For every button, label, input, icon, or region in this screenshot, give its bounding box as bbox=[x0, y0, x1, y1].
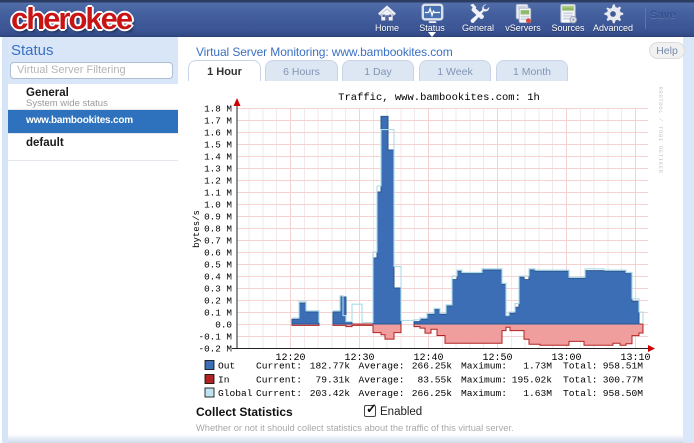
svg-text:0.2 M: 0.2 M bbox=[204, 296, 232, 307]
svg-text:79.31k: 79.31k bbox=[315, 375, 350, 386]
svg-text:1.2 M: 1.2 M bbox=[204, 176, 232, 187]
svg-text:958.50M: 958.50M bbox=[603, 388, 644, 399]
svg-text:Current:: Current: bbox=[256, 375, 302, 386]
svg-text:1.5 M: 1.5 M bbox=[204, 140, 232, 151]
svg-text:12:50: 12:50 bbox=[482, 353, 512, 364]
svg-text:Average:: Average: bbox=[359, 375, 405, 386]
svg-text:203.42k: 203.42k bbox=[310, 388, 351, 399]
svg-text:0.1 M: 0.1 M bbox=[204, 308, 232, 319]
svg-text:1.1 M: 1.1 M bbox=[204, 188, 232, 199]
svg-text:Current:: Current: bbox=[256, 361, 302, 372]
svg-text:13:10: 13:10 bbox=[620, 353, 650, 364]
svg-text:13:00: 13:00 bbox=[551, 353, 581, 364]
svg-text:Out: Out bbox=[218, 361, 235, 372]
svg-text:0.0: 0.0 bbox=[215, 320, 232, 331]
svg-text:Global: Global bbox=[218, 388, 253, 399]
svg-text:Average:: Average: bbox=[359, 388, 405, 399]
svg-text:0.5 M: 0.5 M bbox=[204, 260, 232, 271]
svg-text:12:40: 12:40 bbox=[413, 353, 443, 364]
svg-text:83.55k: 83.55k bbox=[417, 375, 452, 386]
svg-text:266.25k: 266.25k bbox=[412, 388, 453, 399]
svg-text:0.7 M: 0.7 M bbox=[204, 236, 232, 247]
svg-text:-0.2 M: -0.2 M bbox=[199, 344, 232, 355]
svg-text:0.3 M: 0.3 M bbox=[204, 284, 232, 295]
svg-text:Total:: Total: bbox=[563, 361, 598, 372]
svg-text:12:20: 12:20 bbox=[275, 353, 305, 364]
svg-text:1.0 M: 1.0 M bbox=[204, 200, 232, 211]
svg-text:182.77k: 182.77k bbox=[310, 361, 351, 372]
svg-text:1.4 M: 1.4 M bbox=[204, 152, 232, 163]
svg-text:In: In bbox=[218, 375, 230, 386]
svg-text:1.63M: 1.63M bbox=[523, 388, 552, 399]
svg-text:1.7 M: 1.7 M bbox=[204, 116, 232, 127]
svg-text:300.77M: 300.77M bbox=[603, 375, 644, 386]
svg-text:bytes/s: bytes/s bbox=[192, 210, 202, 248]
svg-text:1.73M: 1.73M bbox=[523, 361, 552, 372]
svg-text:Total:: Total: bbox=[563, 375, 598, 386]
svg-text:Total:: Total: bbox=[563, 388, 598, 399]
svg-text:Maximum:: Maximum: bbox=[461, 388, 507, 399]
svg-text:1.3 M: 1.3 M bbox=[204, 164, 232, 175]
svg-text:0.8 M: 0.8 M bbox=[204, 224, 232, 235]
svg-text:Maximum:: Maximum: bbox=[461, 375, 507, 386]
svg-text:-0.1 M: -0.1 M bbox=[199, 332, 232, 343]
svg-text:0.6 M: 0.6 M bbox=[204, 248, 232, 259]
svg-text:Average:: Average: bbox=[359, 361, 405, 372]
svg-text:12:30: 12:30 bbox=[344, 353, 374, 364]
svg-text:Maximum:: Maximum: bbox=[461, 361, 507, 372]
svg-text:1.6 M: 1.6 M bbox=[204, 128, 232, 139]
svg-text:958.51M: 958.51M bbox=[603, 361, 644, 372]
svg-text:0.4 M: 0.4 M bbox=[204, 272, 232, 283]
svg-text:RRDTOOL / TOBI OETIKER: RRDTOOL / TOBI OETIKER bbox=[657, 86, 664, 173]
svg-text:1.8 M: 1.8 M bbox=[204, 104, 232, 115]
svg-text:0.9 M: 0.9 M bbox=[204, 212, 232, 223]
svg-text:Traffic, www.bambookites.com:: Traffic, www.bambookites.com: 1h bbox=[338, 92, 540, 104]
svg-text:195.02k: 195.02k bbox=[512, 375, 553, 386]
svg-text:266.25k: 266.25k bbox=[412, 361, 453, 372]
svg-text:Current:: Current: bbox=[256, 388, 302, 399]
